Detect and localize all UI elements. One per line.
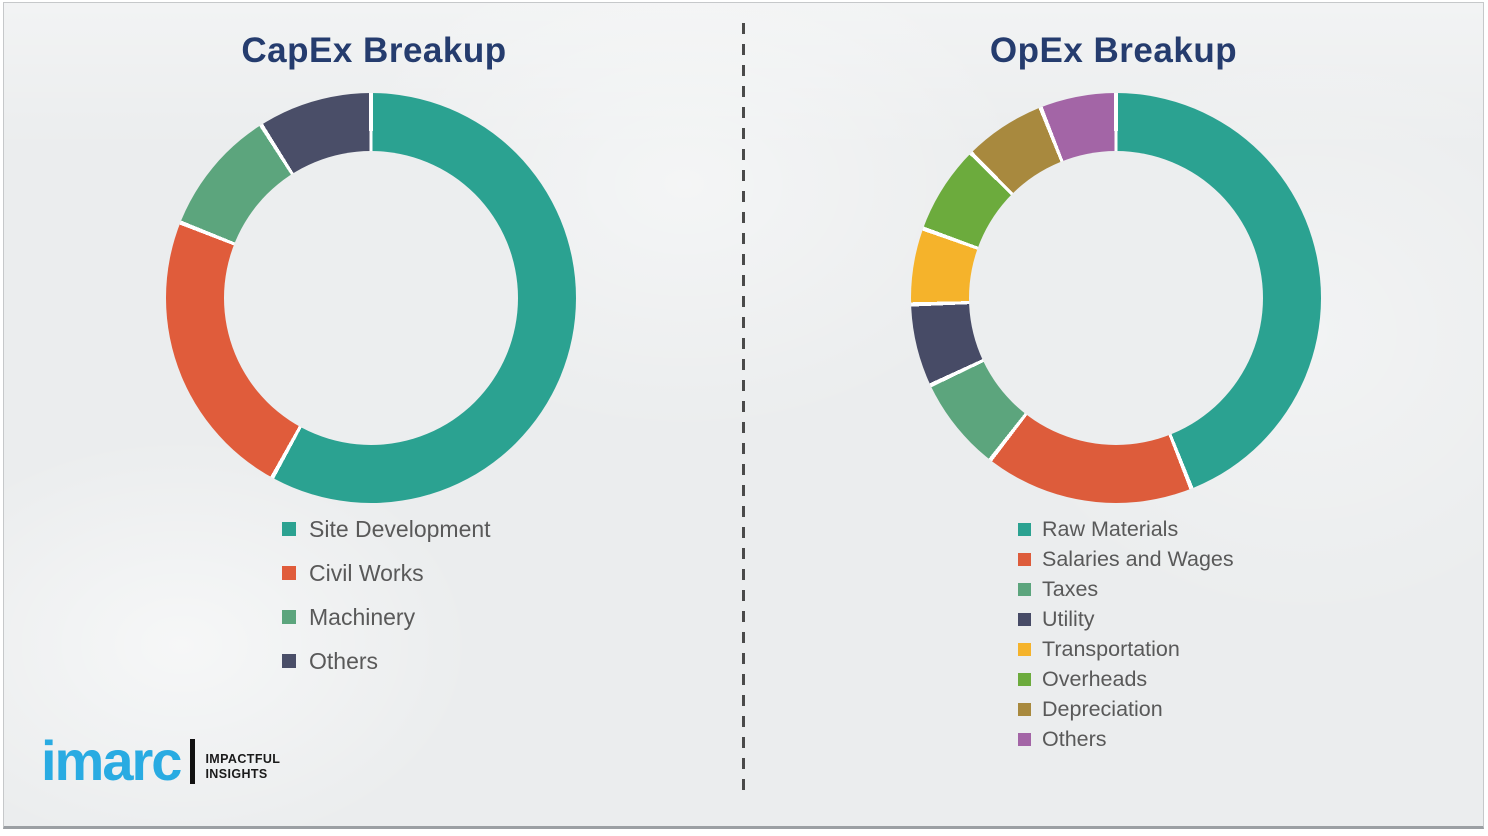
legend-swatch-icon: [1018, 522, 1031, 536]
legend-item: Utility: [1018, 607, 1234, 631]
legend-swatch-icon: [282, 566, 296, 580]
opex-title: OpEx Breakup: [989, 31, 1238, 70]
logo-divider-bar: [190, 739, 196, 784]
legend-item: Overheads: [1018, 667, 1234, 691]
opex-donut-hole: [969, 151, 1263, 445]
legend-item: Others: [1018, 727, 1234, 751]
legend-swatch-icon: [1018, 702, 1031, 716]
legend-swatch-icon: [282, 610, 296, 624]
legend-item: Taxes: [1018, 577, 1234, 601]
dashed-divider: [742, 23, 745, 791]
legend-item: Depreciation: [1018, 697, 1234, 721]
tagline-line2: INSIGHTS: [205, 767, 268, 781]
legend-label: Others: [1042, 727, 1107, 751]
legend-label: Depreciation: [1042, 697, 1163, 721]
tagline-line1: IMPACTFUL: [205, 752, 281, 766]
legend-swatch-icon: [1018, 672, 1031, 686]
legend-label: Others: [309, 648, 379, 674]
opex-legend: Raw Materials Salaries and Wages Taxes Util…: [1018, 517, 1234, 757]
legend-label: Overheads: [1042, 667, 1148, 691]
capex-donut-hole: [224, 151, 518, 445]
legend-swatch-icon: [282, 522, 296, 536]
legend-label: Taxes: [1042, 577, 1099, 601]
legend-swatch-icon: [1018, 582, 1031, 596]
legend-swatch-icon: [1018, 612, 1031, 626]
legend-item: Civil Works: [282, 559, 491, 587]
legend-label: Machinery: [309, 604, 416, 630]
imarc-logo: imarc IMPACTFUL INSIGHTS: [41, 731, 280, 791]
logo-tagline: IMPACTFUL INSIGHTS: [205, 752, 280, 782]
imarc-brand-text: imarc: [41, 729, 182, 792]
legend-item: Salaries and Wages: [1018, 547, 1234, 571]
legend-label: Transportation: [1042, 637, 1180, 661]
legend-swatch-icon: [282, 654, 296, 668]
legend-swatch-icon: [1018, 552, 1031, 566]
capex-donut-chart: [166, 93, 576, 503]
legend-item: Machinery: [282, 603, 491, 631]
capex-panel: CapEx Breakup Site Development Civil Work…: [4, 3, 744, 826]
stage-background: CapEx Breakup Site Development Civil Work…: [3, 2, 1484, 829]
legend-label: Site Development: [309, 516, 491, 542]
capex-legend: Site Development Civil Works Machinery Othe…: [282, 515, 491, 691]
legend-label: Utility: [1042, 607, 1095, 631]
legend-label: Salaries and Wages: [1042, 547, 1234, 571]
legend-item: Site Development: [282, 515, 491, 543]
legend-swatch-icon: [1018, 732, 1031, 746]
opex-donut-chart: [911, 93, 1321, 503]
legend-item: Transportation: [1018, 637, 1234, 661]
legend-item: Others: [282, 647, 491, 675]
legend-label: Raw Materials: [1042, 517, 1179, 541]
capex-title: CapEx Breakup: [241, 31, 507, 70]
opex-panel: OpEx Breakup Raw Materials Salaries and W…: [744, 3, 1483, 826]
legend-item: Raw Materials: [1018, 517, 1234, 541]
legend-label: Civil Works: [309, 560, 424, 586]
legend-swatch-icon: [1018, 642, 1031, 656]
